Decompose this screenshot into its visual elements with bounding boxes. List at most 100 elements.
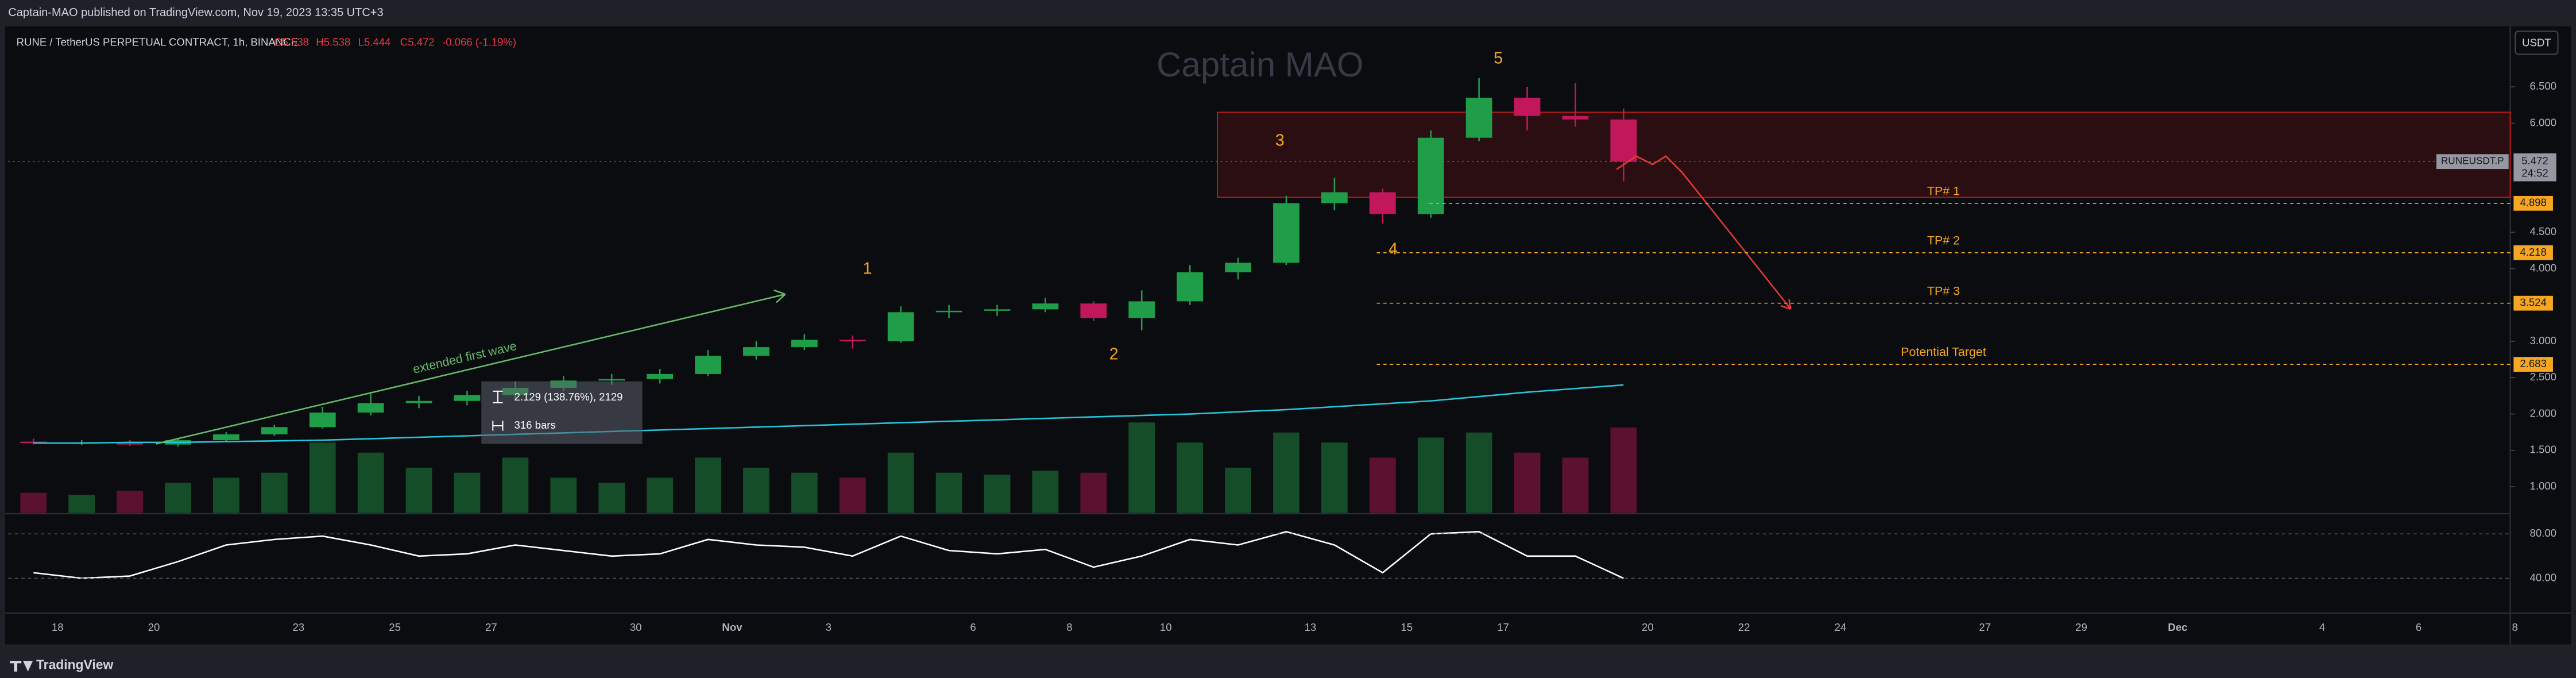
y-tick-label: 1.000 xyxy=(2530,480,2557,492)
volume-bar xyxy=(117,491,143,513)
volume-bar xyxy=(309,442,336,513)
candle-body xyxy=(1321,192,1348,203)
x-tick-label: 23 xyxy=(292,621,304,633)
measure-change: 2.129 (138.76%), 2129 xyxy=(514,391,622,403)
x-tick-label: 8 xyxy=(2512,621,2518,633)
candle-body xyxy=(405,400,432,403)
x-tick-label: 27 xyxy=(1979,621,1991,633)
brand: TradingView xyxy=(36,657,114,672)
level-value: 4.898 xyxy=(2520,197,2547,209)
trend-arrowhead xyxy=(773,289,786,303)
measure-icon xyxy=(492,421,504,431)
symbol-label: RUNEUSDT.P xyxy=(2441,155,2504,167)
rsi-tick-label: 40.00 xyxy=(2530,571,2557,583)
ema-line xyxy=(33,384,1624,444)
candle-body xyxy=(984,309,1011,311)
wave-label: 4 xyxy=(1388,240,1398,258)
x-tick-label: 18 xyxy=(52,621,64,633)
volume-bar xyxy=(935,472,962,513)
wave-label: 3 xyxy=(1275,132,1285,150)
x-tick-label: 8 xyxy=(1066,621,1072,633)
legend-value: L5.444 xyxy=(358,36,391,48)
currency-button[interactable] xyxy=(2515,30,2559,55)
y-tick-label: 1.500 xyxy=(2530,444,2557,456)
level-value: 2.683 xyxy=(2520,357,2547,369)
volume-bar xyxy=(1417,437,1444,513)
y-tick-label: 6.500 xyxy=(2530,80,2557,92)
y-tick-label: 2.000 xyxy=(2530,407,2557,419)
candle-body xyxy=(647,373,674,379)
rsi-tick-label: 80.00 xyxy=(2530,527,2557,539)
volume-bar xyxy=(1128,422,1155,513)
x-tick-label: 24 xyxy=(1835,621,1847,633)
candle-body xyxy=(935,310,962,313)
volume-bar xyxy=(1225,467,1251,513)
level-tag xyxy=(2513,295,2553,311)
currency-label: USDT xyxy=(2522,37,2551,49)
candle-body xyxy=(1080,303,1107,318)
candle-body xyxy=(1369,192,1396,214)
level-value: 3.524 xyxy=(2520,296,2547,309)
candle-body xyxy=(117,442,143,445)
volume-bar xyxy=(405,467,432,513)
volume-bar xyxy=(550,477,577,513)
candle-body xyxy=(213,434,239,441)
volume-bar xyxy=(261,472,288,513)
volume-bar xyxy=(839,477,866,513)
candle-body xyxy=(1610,120,1637,162)
level-tag xyxy=(2513,195,2553,211)
volume-bar xyxy=(791,472,818,513)
x-tick-label: 3 xyxy=(826,621,831,633)
candle-body xyxy=(357,403,384,413)
candle-body xyxy=(1177,272,1204,302)
volume-bar xyxy=(165,483,191,513)
level-tag xyxy=(2513,245,2553,260)
level-name: TP# 1 xyxy=(1927,184,1960,198)
volume-bar xyxy=(357,452,384,513)
volume-bar xyxy=(213,477,239,513)
volume-bar xyxy=(1465,432,1492,513)
x-tick-label: 27 xyxy=(485,621,497,633)
measure-box xyxy=(481,381,643,444)
volume-bar xyxy=(454,472,481,513)
measure-icon xyxy=(493,390,503,403)
x-tick-label: 15 xyxy=(1401,621,1413,633)
x-tick-label: 13 xyxy=(1305,621,1317,633)
x-tick-label: 10 xyxy=(1160,621,1172,633)
x-tick-label: 6 xyxy=(970,621,976,633)
projection-arrowhead xyxy=(1780,299,1792,310)
candle-body xyxy=(887,312,914,341)
x-tick-label: 20 xyxy=(148,621,160,633)
candle-body xyxy=(1273,203,1299,263)
candle-body xyxy=(1032,303,1059,310)
candle-body xyxy=(598,379,625,381)
volume-bar xyxy=(1610,427,1637,513)
volume-bar xyxy=(1032,471,1059,513)
candle-body xyxy=(791,340,818,348)
y-tick-label: 6.000 xyxy=(2530,116,2557,128)
x-tick-label: 6 xyxy=(2416,621,2422,633)
x-tick-label: 29 xyxy=(2075,621,2087,633)
legend-value: H5.538 xyxy=(316,36,350,48)
volume-bar xyxy=(1273,432,1299,513)
candle-body xyxy=(1514,98,1541,116)
volume-bar xyxy=(1369,457,1396,513)
level-name: TP# 3 xyxy=(1927,284,1960,298)
candle-body xyxy=(1128,301,1155,318)
x-tick-label: Nov xyxy=(722,621,742,633)
volume-bar xyxy=(1562,457,1589,513)
y-tick-label: 4.500 xyxy=(2530,225,2557,237)
level-name: TP# 2 xyxy=(1927,234,1960,248)
y-tick-label: 4.000 xyxy=(2530,261,2557,273)
zone xyxy=(1216,111,2511,198)
legend-value: -0.066 (-1.19%) xyxy=(442,36,516,48)
volume-bar xyxy=(887,452,914,513)
countdown: 24:52 xyxy=(2521,167,2548,179)
x-tick-label: 4 xyxy=(2319,621,2325,633)
volume-bar xyxy=(502,457,529,513)
volume-bar xyxy=(984,475,1011,513)
volume-bar xyxy=(647,477,674,513)
candle-body xyxy=(1465,98,1492,138)
level-value: 4.218 xyxy=(2520,246,2547,258)
